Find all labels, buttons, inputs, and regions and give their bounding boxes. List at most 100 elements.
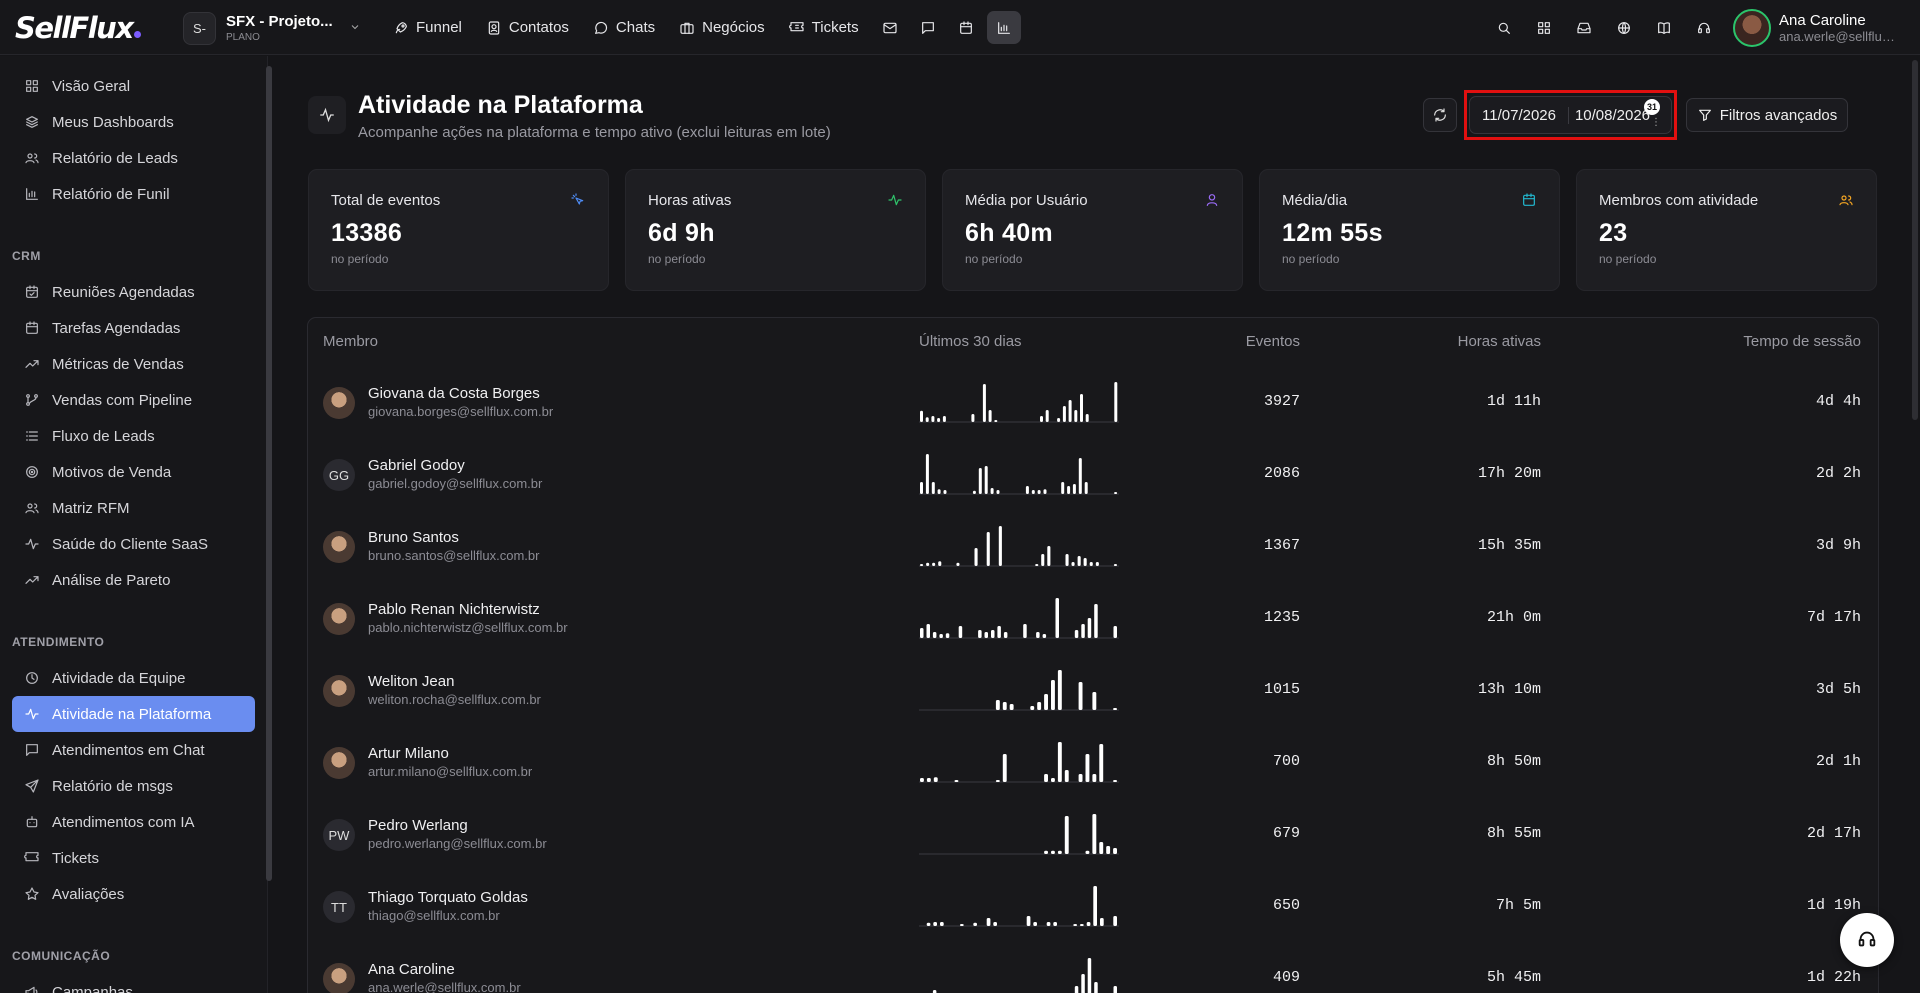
sparkline-bar [937, 418, 941, 422]
nav-tickets[interactable]: Tickets [779, 11, 869, 44]
nav-messages-button[interactable] [911, 11, 945, 44]
sidebar-item-reunioes-agendadas[interactable]: Reuniões Agendadas [12, 274, 255, 310]
hours-value: 1d 11h [1486, 393, 1541, 410]
sidebar-item-visao-geral[interactable]: Visão Geral [12, 68, 255, 104]
table-row[interactable]: PW Pedro Werlang pedro.werlang@sellflux.… [308, 798, 1878, 870]
sparkline-bar [1113, 986, 1117, 993]
table-row[interactable]: TT Thiago Torquato Goldas thiago@sellflu… [308, 870, 1878, 942]
sidebar-item-tickets[interactable]: Tickets [12, 840, 255, 876]
kpi-label: Média/dia [1282, 192, 1348, 209]
sparkline-bar [1081, 974, 1085, 993]
table-row[interactable]: Ana Caroline ana.werle@sellflux.com.br 4… [308, 942, 1878, 993]
nav-contatos[interactable]: Contatos [476, 11, 579, 44]
col-events[interactable]: Eventos [1245, 333, 1300, 350]
kpi-label: Horas ativas [648, 192, 732, 209]
sidebar-item-motivos-de-venda[interactable]: Motivos de Venda [12, 454, 255, 490]
date-start[interactable]: 11/07/2026 [1470, 106, 1569, 124]
bot-icon [24, 814, 40, 830]
search-button[interactable] [1488, 11, 1520, 44]
sparkline-bar [1106, 846, 1111, 854]
hours-value: 15h 35m [1477, 537, 1541, 554]
sparkline-bar [1099, 842, 1104, 854]
docs-button[interactable] [1648, 11, 1680, 44]
col-session[interactable]: Tempo de sessão [1743, 333, 1861, 350]
table-row[interactable]: GG Gabriel Godoy gabriel.godoy@sellflux.… [308, 438, 1878, 510]
support-button[interactable] [1688, 11, 1720, 44]
table-row[interactable]: Artur Milano artur.milano@sellflux.com.b… [308, 726, 1878, 798]
sparkline-bar [1092, 774, 1097, 782]
sidebar-item-atendimentos-em-chat[interactable]: Atendimentos em Chat [12, 732, 255, 768]
sidebar-item-relatorio-de-leads[interactable]: Relatório de Leads [12, 140, 255, 176]
bar-chart-icon [24, 186, 40, 202]
sparkline-bar [1041, 554, 1045, 566]
sparkline-bar [1114, 492, 1118, 494]
advanced-filters-button[interactable]: Filtros avançados [1686, 98, 1848, 132]
sparkline-bar [1023, 624, 1027, 638]
sidebar-item-relatorio-de-funil[interactable]: Relatório de Funil [12, 176, 255, 212]
kpi-sub: no período [648, 252, 706, 266]
sparkline-bar [1053, 922, 1057, 926]
sparkline-bar [1037, 490, 1041, 494]
user-menu[interactable]: Ana Caroline ana.werle@sellflux... [1733, 9, 1899, 47]
nav-mail-button[interactable] [873, 11, 907, 44]
sidebar-item-metricas-de-vendas[interactable]: Métricas de Vendas [12, 346, 255, 382]
sidebar-item-meus-dashboards[interactable]: Meus Dashboards [12, 104, 255, 140]
support-chat-button[interactable] [1840, 913, 1894, 967]
more-icon[interactable]: ⋮ [1651, 117, 1661, 128]
send-icon [24, 778, 40, 794]
col-member[interactable]: Membro [323, 333, 379, 350]
date-range-picker[interactable]: 11/07/2026 10/08/2026 31 ⋮ [1469, 96, 1672, 134]
table-row[interactable]: Bruno Santos bruno.santos@sellflux.com.b… [308, 510, 1878, 582]
globe-button[interactable] [1608, 11, 1640, 44]
sidebar-item-label: Reuniões Agendadas [52, 283, 195, 301]
project-switcher[interactable]: S- SFX - Projeto... PLANO [183, 10, 361, 46]
chat-icon [593, 20, 609, 36]
sparkline-chart [919, 454, 1119, 495]
sidebar-item-fluxo-de-leads[interactable]: Fluxo de Leads [12, 418, 255, 454]
sidebar-item-label: Atividade na Plataforma [52, 705, 212, 723]
sidebar-item-avaliacoes[interactable]: Avaliações [12, 876, 255, 912]
sidebar-item-atividade-na-plataforma[interactable]: Atividade na Plataforma [12, 696, 255, 732]
refresh-button[interactable] [1423, 98, 1457, 132]
header-actions [1488, 11, 1720, 44]
sparkline-bar [1093, 886, 1097, 926]
sidebar-item-atendimentos-com-ia[interactable]: Atendimentos com IA [12, 804, 255, 840]
sparkline-bar [1026, 916, 1031, 926]
sidebar-item-saude-do-cliente-saas[interactable]: Saúde do Cliente SaaS [12, 526, 255, 562]
sparkline-bar [1094, 982, 1098, 993]
table-row[interactable]: Giovana da Costa Borges giovana.borges@s… [308, 366, 1878, 438]
sidebar-item-matriz-rfm[interactable]: Matriz RFM [12, 490, 255, 526]
sidebar-item-label: Atendimentos em Chat [52, 741, 205, 759]
sparkline-bar [978, 630, 982, 638]
date-end[interactable]: 10/08/2026 [1574, 106, 1651, 124]
apps-button[interactable] [1528, 11, 1560, 44]
sidebar-scrollbar[interactable] [266, 66, 272, 881]
table-row[interactable]: Weliton Jean weliton.rocha@sellflux.com.… [308, 654, 1878, 726]
inbox-button[interactable] [1568, 11, 1600, 44]
nav-funnel[interactable]: Funnel [383, 11, 472, 44]
sidebar-item-relatorio-de-msgs[interactable]: Relatório de msgs [12, 768, 255, 804]
member-name: Thiago Torquato Goldas [368, 889, 528, 906]
trending-up-icon [24, 356, 40, 372]
main-scrollbar[interactable] [1912, 60, 1918, 420]
nav-negocios[interactable]: Negócios [669, 11, 775, 44]
table-row[interactable]: Pablo Renan Nichterwistz pablo.nichterwi… [308, 582, 1878, 654]
nav-reports-button[interactable] [986, 11, 1021, 44]
sparkline-bar [1113, 848, 1117, 854]
logo[interactable]: SellFlux [15, 11, 141, 45]
col-hours[interactable]: Horas ativas [1457, 333, 1541, 350]
nav-calendar-button[interactable] [949, 11, 983, 44]
sparkline-bar [1002, 754, 1007, 782]
sidebar-item-atividade-da-equipe[interactable]: Atividade da Equipe [12, 660, 255, 696]
nav-chats[interactable]: Chats [583, 11, 665, 44]
sparkline-bar [971, 414, 975, 422]
sparkline-bar [988, 410, 992, 422]
calendar-days-badge[interactable]: 31 [1644, 99, 1660, 115]
sidebar-item-campanhas[interactable]: Campanhas [12, 974, 255, 993]
sidebar-item-vendas-com-pipeline[interactable]: Vendas com Pipeline [12, 382, 255, 418]
sidebar-item-label: Vendas com Pipeline [52, 391, 193, 409]
sidebar-item-tarefas-agendadas[interactable]: Tarefas Agendadas [12, 310, 255, 346]
user-name: Ana Caroline [1779, 12, 1866, 29]
sparkline-bar [1044, 850, 1048, 854]
sidebar-item-analise-de-pareto[interactable]: Análise de Pareto [12, 562, 255, 598]
